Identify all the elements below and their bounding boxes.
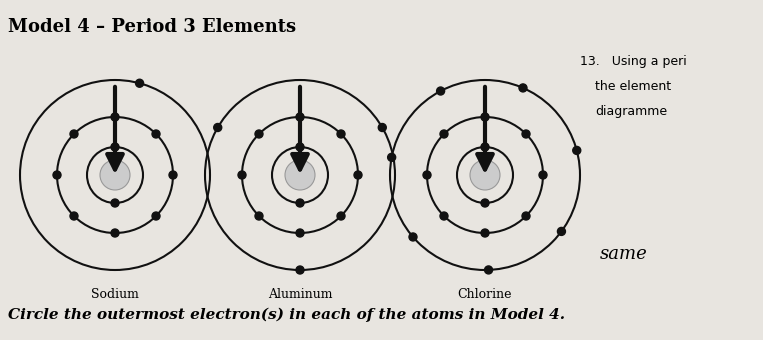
Circle shape [522,130,530,138]
Circle shape [519,84,527,92]
Circle shape [238,171,246,179]
Circle shape [388,153,396,162]
Circle shape [470,160,500,190]
Text: diagramme: diagramme [595,105,667,118]
Circle shape [481,113,489,121]
Circle shape [296,266,304,274]
Text: Circle the outermost electron(s) in each of the atoms in Model 4.: Circle the outermost electron(s) in each… [8,308,565,322]
Circle shape [436,87,445,95]
Circle shape [409,233,417,241]
Circle shape [354,171,362,179]
Circle shape [111,229,119,237]
Text: Chlorine: Chlorine [458,288,512,301]
Text: same: same [600,245,648,263]
Circle shape [337,130,345,138]
Circle shape [296,143,304,151]
Circle shape [111,199,119,207]
Circle shape [522,212,530,220]
Circle shape [440,130,448,138]
Circle shape [481,229,489,237]
Circle shape [296,229,304,237]
Circle shape [70,130,78,138]
Text: Aluminum: Aluminum [268,288,332,301]
Circle shape [255,212,263,220]
Circle shape [111,143,119,151]
Circle shape [53,171,61,179]
Circle shape [111,113,119,121]
Circle shape [285,160,315,190]
Circle shape [296,113,304,121]
Circle shape [440,212,448,220]
Circle shape [214,123,222,132]
Circle shape [485,266,493,274]
Circle shape [70,212,78,220]
Circle shape [337,212,345,220]
Text: Model 4 – Period 3 Elements: Model 4 – Period 3 Elements [8,18,296,36]
Circle shape [100,160,130,190]
Text: the element: the element [595,80,671,93]
Circle shape [558,227,565,235]
Circle shape [296,199,304,207]
Circle shape [481,143,489,151]
Text: 13.   Using a peri: 13. Using a peri [580,55,687,68]
Circle shape [378,123,386,132]
Circle shape [539,171,547,179]
Circle shape [481,199,489,207]
Circle shape [152,212,160,220]
Circle shape [169,171,177,179]
Circle shape [136,79,143,87]
Circle shape [255,130,263,138]
Circle shape [423,171,431,179]
Circle shape [573,147,581,154]
Circle shape [152,130,160,138]
Text: Sodium: Sodium [91,288,139,301]
